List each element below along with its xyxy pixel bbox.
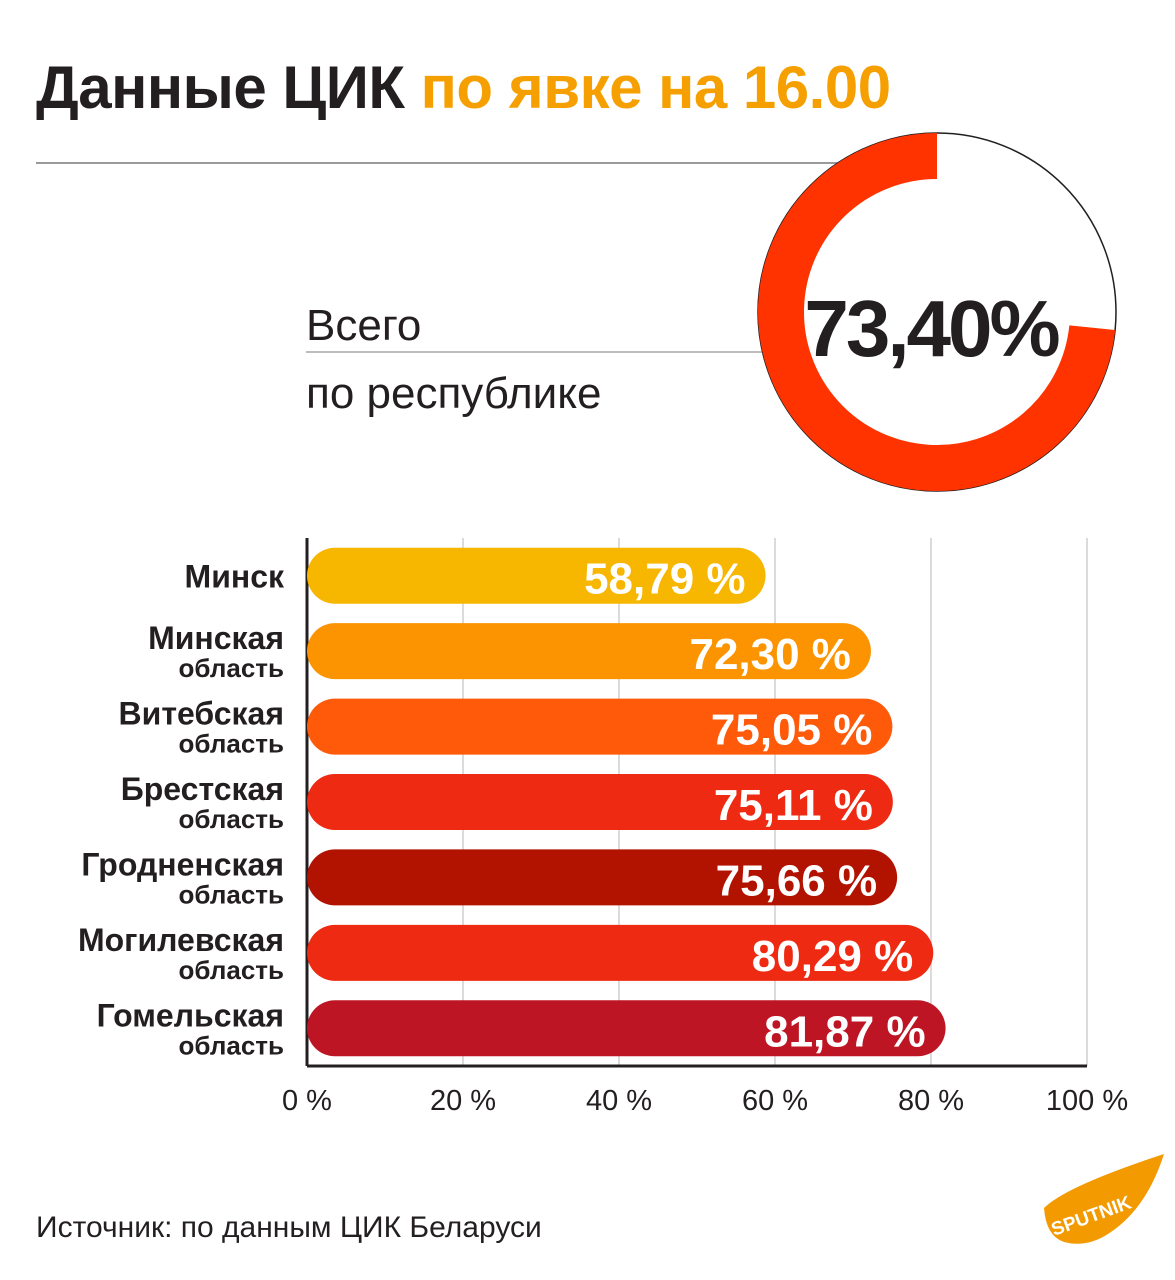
- bar-value-label: 75,66 %: [716, 856, 877, 905]
- x-tick-label: 40 %: [586, 1085, 652, 1117]
- x-tick-label: 60 %: [742, 1085, 808, 1117]
- title-highlight: по явке на 16.00: [420, 54, 891, 121]
- page-title: Данные ЦИК по явке на 16.00: [36, 58, 891, 118]
- category-label: Минская: [148, 620, 284, 656]
- bar: [307, 849, 898, 906]
- total-label-line2: по республике: [306, 369, 602, 418]
- sputnik-logo: SPUTNIK: [1044, 1154, 1164, 1244]
- x-tick-label: 80 %: [898, 1085, 964, 1117]
- turnout-bar-chart: 58,79 % 72,30 % 75,05 % 75,11 % 75,66 % 80,29…: [78, 538, 1128, 1117]
- category-label: Гомельская: [97, 997, 284, 1033]
- source-note: Источник: по данным ЦИК Беларуси: [36, 1211, 542, 1244]
- bar: [307, 698, 893, 755]
- chart-category-labels: МинскМинскаяобластьВитебскаяобластьБрест…: [78, 559, 285, 1061]
- bar-value-label: 75,05 %: [711, 706, 872, 755]
- category-sublabel: область: [179, 879, 284, 909]
- chart-bars: 58,79 % 72,30 % 75,05 % 75,11 % 75,66 % 80,29…: [307, 547, 946, 1057]
- bar-value-label: 80,29 %: [752, 932, 913, 981]
- bar-value-label: 58,79 %: [584, 555, 745, 604]
- category-sublabel: область: [179, 653, 284, 683]
- category-sublabel: область: [179, 1030, 284, 1060]
- bar: [307, 774, 893, 830]
- donut-value-arc: [758, 133, 1116, 491]
- bar-value-label: 75,11 %: [714, 781, 873, 830]
- sputnik-logo-shape: [1044, 1154, 1164, 1244]
- bar-value-label: 81,87 %: [764, 1007, 925, 1056]
- x-tick-label: 100 %: [1046, 1085, 1128, 1117]
- category-sublabel: область: [179, 729, 284, 759]
- bar: [307, 623, 871, 680]
- bar: [307, 924, 934, 981]
- category-label: Брестская: [121, 771, 284, 807]
- category-label: Минск: [185, 559, 285, 595]
- title-main: Данные ЦИК: [36, 54, 405, 121]
- category-label: Витебская: [119, 696, 284, 732]
- category-sublabel: область: [179, 804, 284, 834]
- total-value: 73,40%: [804, 284, 1059, 373]
- total-turnout-donut: 73,40%: [757, 132, 1117, 492]
- category-label: Могилевская: [78, 922, 284, 958]
- bar: [307, 1000, 946, 1057]
- title-divider: [36, 162, 846, 164]
- bar-value-label: 72,30 %: [689, 630, 850, 679]
- x-tick-label: 0 %: [282, 1085, 332, 1117]
- category-sublabel: область: [179, 955, 284, 985]
- chart-x-ticks: 0 % 20 % 40 % 60 % 80 % 100 %: [282, 1085, 1128, 1117]
- category-label: Гродненская: [81, 846, 284, 882]
- total-label-line1: Всего: [306, 301, 422, 350]
- bar: [307, 547, 766, 604]
- x-tick-label: 20 %: [430, 1085, 496, 1117]
- total-divider: [306, 351, 772, 353]
